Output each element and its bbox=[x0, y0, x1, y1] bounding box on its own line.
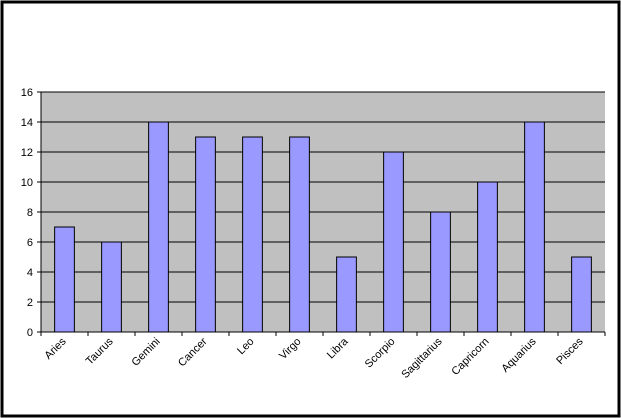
y-tick-label: 8 bbox=[27, 207, 33, 219]
bar bbox=[430, 211, 451, 333]
bar bbox=[101, 241, 122, 333]
y-tick-label: 6 bbox=[27, 237, 33, 249]
bar bbox=[195, 136, 216, 333]
bar bbox=[54, 226, 75, 333]
bar bbox=[148, 121, 169, 333]
bar bbox=[242, 136, 263, 333]
bar bbox=[336, 256, 357, 333]
y-tick-label: 2 bbox=[27, 297, 33, 309]
y-tick-label: 14 bbox=[21, 117, 33, 129]
y-tick-label: 10 bbox=[21, 177, 33, 189]
bar bbox=[571, 256, 592, 333]
y-tick-label: 16 bbox=[21, 87, 33, 99]
y-tick-label: 4 bbox=[27, 267, 33, 279]
y-tick-label: 0 bbox=[27, 327, 33, 339]
y-tick-label: 12 bbox=[21, 147, 33, 159]
bar bbox=[477, 181, 498, 333]
bar bbox=[524, 121, 545, 333]
bar bbox=[383, 151, 404, 333]
bar bbox=[289, 136, 310, 333]
